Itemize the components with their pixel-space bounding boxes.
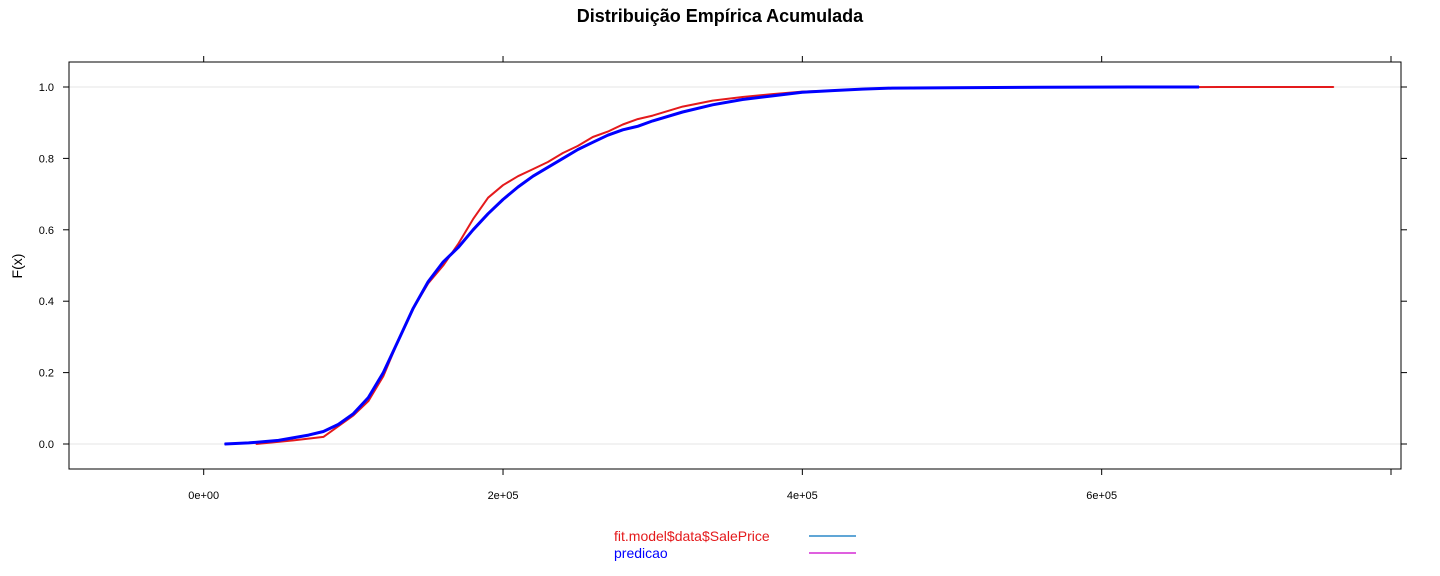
- data-point: [711, 99, 714, 102]
- data-point: [307, 434, 310, 436]
- x-axis: 0e+00 2e+05 4e+05 6e+05: [188, 56, 1392, 502]
- data-point: [322, 436, 325, 438]
- data-point: [637, 125, 639, 127]
- data-point: [502, 198, 504, 201]
- data-point: [292, 439, 295, 442]
- data-point: [382, 372, 384, 374]
- x-tick-label: 6e+05: [1086, 490, 1117, 502]
- reference-lines: [69, 86, 1401, 445]
- data-point: [831, 89, 833, 92]
- x-tick-label: 2e+05: [488, 490, 519, 502]
- data-point: [442, 261, 444, 263]
- data-point: [247, 442, 250, 444]
- data-point: [367, 396, 369, 399]
- data-point: [517, 186, 519, 188]
- data-point: [951, 87, 953, 89]
- data-point: [607, 131, 609, 133]
- data-point: [577, 148, 579, 151]
- data-point: [224, 443, 226, 445]
- series-line-1: [256, 86, 1334, 445]
- data-point: [622, 129, 624, 131]
- data-point: [801, 91, 803, 93]
- data-point: [367, 400, 369, 402]
- data-point: [427, 280, 429, 283]
- data-point: [1220, 86, 1223, 88]
- series-layer: [224, 85, 1335, 446]
- y-axis-title: F(x): [9, 254, 25, 279]
- y-tick-label: 1.0: [39, 82, 54, 94]
- data-point: [861, 88, 863, 90]
- data-point: [637, 118, 639, 120]
- y-tick-label: 0.2: [39, 368, 54, 380]
- data-point: [711, 104, 714, 106]
- data-point: [1333, 86, 1335, 88]
- data-point: [1131, 86, 1133, 88]
- data-point: [322, 430, 325, 433]
- plot-frame: [68, 61, 1402, 470]
- data-point: [562, 152, 564, 154]
- data-point: [682, 106, 684, 108]
- data-point: [592, 136, 594, 138]
- data-point: [472, 218, 474, 220]
- data-point: [352, 413, 354, 415]
- series-line-2: [224, 85, 1199, 446]
- data-point: [442, 264, 444, 267]
- data-point: [487, 197, 489, 199]
- data-point: [412, 307, 414, 309]
- legend-label: fit.model$data$SalePrice: [614, 528, 770, 544]
- data-point: [397, 339, 399, 342]
- data-point: [532, 168, 534, 170]
- chart-title: Distribuição Empírica Acumulada: [576, 6, 864, 26]
- data-point: [487, 213, 489, 215]
- data-point: [1041, 86, 1043, 88]
- data-point: [472, 229, 474, 231]
- y-tick-label: 0.8: [39, 153, 54, 165]
- data-point: [562, 157, 564, 159]
- x-tick-label: 0e+00: [188, 490, 219, 502]
- data-point: [517, 175, 519, 177]
- data-point: [891, 87, 893, 89]
- data-point: [457, 243, 459, 245]
- y-tick-label: 0.6: [39, 225, 54, 237]
- data-point: [771, 95, 774, 97]
- x-tick-label: 4e+05: [787, 490, 818, 502]
- data-point: [622, 123, 624, 126]
- y-axis: 0.0 0.2 0.4 0.6 0.8 1.0: [39, 82, 1407, 451]
- data-point: [1198, 86, 1200, 88]
- data-point: [337, 423, 339, 425]
- data-point: [457, 247, 459, 249]
- data-point: [277, 439, 280, 442]
- data-point: [741, 98, 744, 101]
- data-point: [547, 166, 549, 168]
- data-point: [682, 111, 684, 113]
- data-point: [532, 175, 534, 177]
- y-tick-label: 0.4: [39, 296, 54, 308]
- legend-label: predicao: [614, 545, 668, 561]
- y-tick-label: 0.0: [39, 439, 54, 451]
- data-point: [592, 141, 594, 143]
- data-point: [652, 120, 654, 122]
- data-point: [502, 184, 504, 186]
- data-point: [607, 134, 609, 136]
- data-point: [741, 96, 744, 98]
- data-point: [547, 161, 549, 163]
- data-point: [577, 145, 579, 147]
- data-point: [652, 114, 654, 117]
